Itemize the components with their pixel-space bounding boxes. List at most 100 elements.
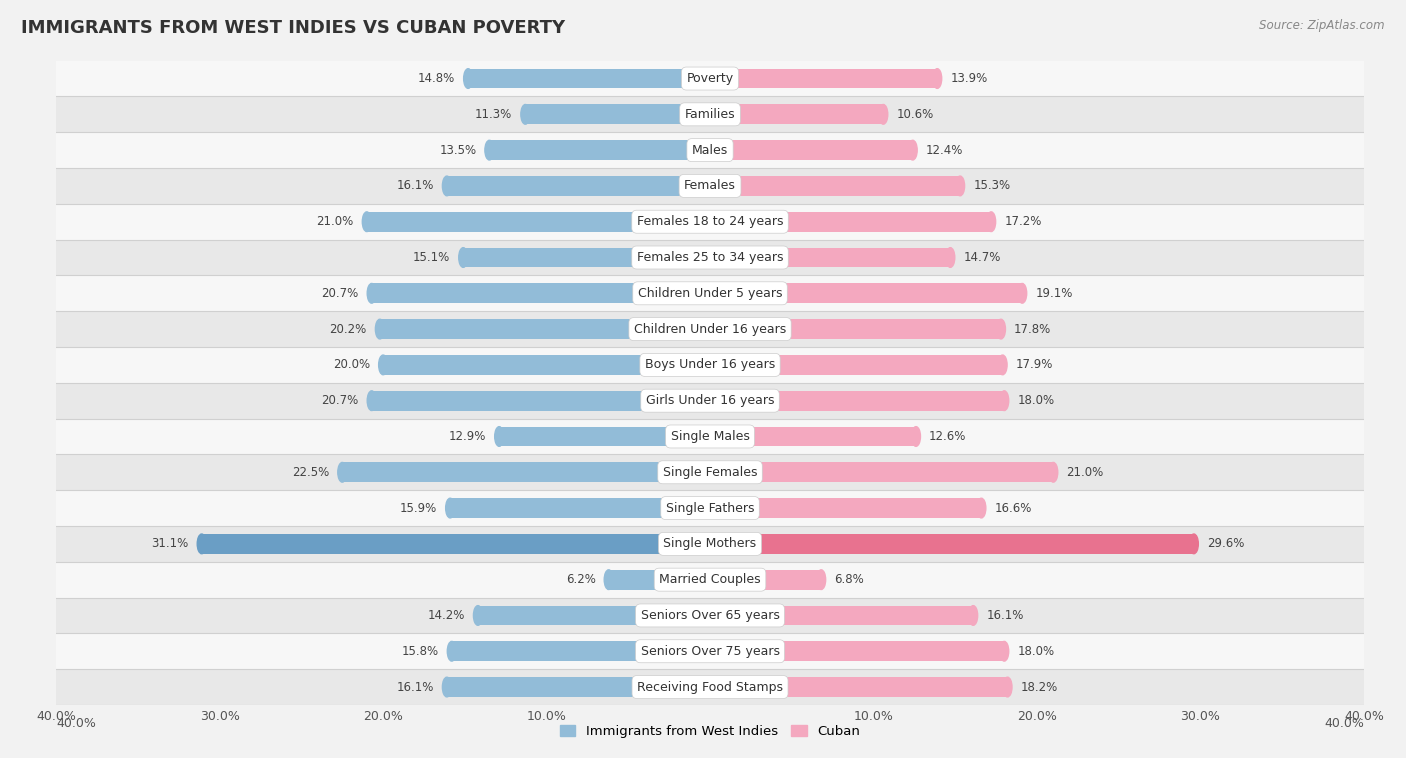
Bar — [56, 168, 1364, 204]
Text: 15.9%: 15.9% — [399, 502, 437, 515]
Bar — [710, 212, 991, 231]
Text: IMMIGRANTS FROM WEST INDIES VS CUBAN POVERTY: IMMIGRANTS FROM WEST INDIES VS CUBAN POV… — [21, 19, 565, 37]
Text: 20.7%: 20.7% — [322, 287, 359, 300]
Text: Seniors Over 75 years: Seniors Over 75 years — [641, 645, 779, 658]
Text: 17.2%: 17.2% — [1004, 215, 1042, 228]
Bar — [710, 498, 981, 518]
Bar — [371, 283, 710, 303]
Text: Poverty: Poverty — [686, 72, 734, 85]
Circle shape — [998, 355, 1007, 374]
Text: 20.0%: 20.0% — [333, 359, 370, 371]
Bar — [609, 570, 710, 590]
Bar — [710, 319, 1001, 339]
Circle shape — [1189, 534, 1198, 553]
Text: 11.3%: 11.3% — [475, 108, 512, 121]
Text: Girls Under 16 years: Girls Under 16 years — [645, 394, 775, 407]
Text: 17.9%: 17.9% — [1015, 359, 1053, 371]
Circle shape — [1000, 641, 1008, 661]
Text: 15.3%: 15.3% — [973, 180, 1011, 193]
Text: Boys Under 16 years: Boys Under 16 years — [645, 359, 775, 371]
Text: 14.2%: 14.2% — [427, 609, 465, 622]
Text: 16.1%: 16.1% — [396, 180, 434, 193]
Circle shape — [520, 105, 530, 124]
Text: 13.9%: 13.9% — [950, 72, 987, 85]
Bar — [382, 355, 710, 374]
Text: 29.6%: 29.6% — [1206, 537, 1244, 550]
Circle shape — [446, 498, 454, 518]
Text: 16.1%: 16.1% — [396, 681, 434, 694]
Text: 16.6%: 16.6% — [994, 502, 1032, 515]
Circle shape — [987, 212, 995, 231]
Circle shape — [485, 140, 494, 160]
Bar — [499, 427, 710, 446]
Bar — [380, 319, 710, 339]
Bar — [710, 283, 1022, 303]
Text: Children Under 16 years: Children Under 16 years — [634, 323, 786, 336]
Bar — [56, 597, 1364, 634]
Text: 6.8%: 6.8% — [834, 573, 865, 586]
Circle shape — [932, 69, 942, 89]
Bar — [526, 105, 710, 124]
Bar — [710, 462, 1053, 482]
Bar — [201, 534, 710, 553]
Bar — [468, 69, 710, 89]
Text: 15.1%: 15.1% — [413, 251, 450, 264]
Circle shape — [605, 570, 613, 590]
Circle shape — [1018, 283, 1026, 303]
Text: 10.6%: 10.6% — [897, 108, 934, 121]
Bar — [710, 641, 1004, 661]
Bar — [710, 677, 1008, 697]
Bar — [56, 526, 1364, 562]
Text: 18.2%: 18.2% — [1021, 681, 1057, 694]
Bar — [56, 312, 1364, 347]
Text: Females: Females — [685, 180, 735, 193]
Text: Single Males: Single Males — [671, 430, 749, 443]
Text: 12.4%: 12.4% — [925, 143, 963, 157]
Bar — [489, 140, 710, 160]
Bar — [367, 212, 710, 231]
Bar — [710, 69, 938, 89]
Bar — [56, 240, 1364, 275]
Bar — [56, 418, 1364, 454]
Text: 22.5%: 22.5% — [292, 465, 329, 479]
Circle shape — [367, 391, 377, 411]
Circle shape — [443, 176, 451, 196]
Bar — [710, 140, 912, 160]
Circle shape — [464, 69, 472, 89]
Bar — [56, 669, 1364, 705]
Bar — [56, 347, 1364, 383]
Text: Single Females: Single Females — [662, 465, 758, 479]
Text: 18.0%: 18.0% — [1018, 394, 1054, 407]
Bar — [710, 355, 1002, 374]
Bar — [56, 454, 1364, 490]
Bar — [371, 391, 710, 411]
Bar — [56, 490, 1364, 526]
Bar — [56, 562, 1364, 597]
Circle shape — [378, 355, 388, 374]
Circle shape — [911, 427, 921, 446]
Bar — [447, 677, 710, 697]
Bar — [710, 105, 883, 124]
Circle shape — [817, 570, 825, 590]
Circle shape — [443, 677, 451, 697]
Text: Receiving Food Stamps: Receiving Food Stamps — [637, 681, 783, 694]
Text: 12.9%: 12.9% — [449, 430, 486, 443]
Circle shape — [363, 212, 371, 231]
Circle shape — [458, 248, 468, 268]
Text: Single Mothers: Single Mothers — [664, 537, 756, 550]
Bar — [463, 248, 710, 268]
Circle shape — [197, 534, 207, 553]
Text: Families: Families — [685, 108, 735, 121]
Circle shape — [447, 641, 457, 661]
Bar — [56, 96, 1364, 132]
Text: Married Couples: Married Couples — [659, 573, 761, 586]
Bar — [342, 462, 710, 482]
Bar — [56, 132, 1364, 168]
Text: 15.8%: 15.8% — [402, 645, 439, 658]
Text: Females 18 to 24 years: Females 18 to 24 years — [637, 215, 783, 228]
Text: 16.1%: 16.1% — [986, 609, 1024, 622]
Text: 6.2%: 6.2% — [565, 573, 596, 586]
Text: Females 25 to 34 years: Females 25 to 34 years — [637, 251, 783, 264]
Bar — [56, 634, 1364, 669]
Text: Seniors Over 65 years: Seniors Over 65 years — [641, 609, 779, 622]
